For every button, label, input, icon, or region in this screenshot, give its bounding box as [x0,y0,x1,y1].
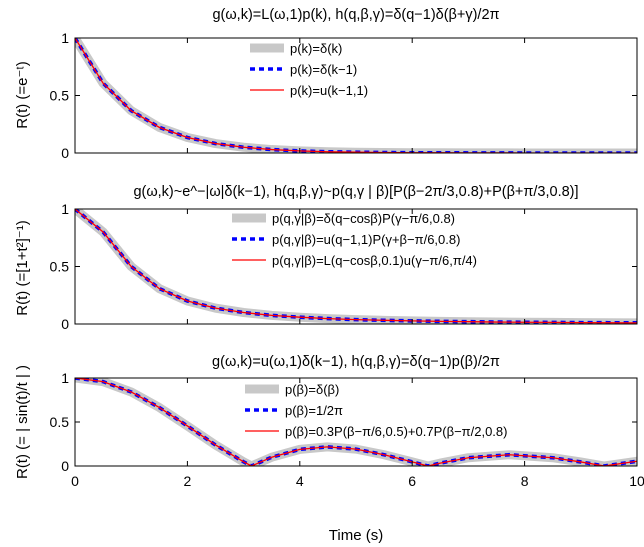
panel-3: g(ω,k)=u(ω,1)δ(k−1), h(q,β,γ)=δ(q−1)p(β)… [14,354,644,544]
panel-2-title: g(ω,k)~e^−|ω|δ(k−1), h(q,β,γ)~p(q,γ | β)… [133,184,578,200]
y-tick-label: 0 [61,458,69,474]
y-tick-label: 1 [61,201,69,217]
legend-label-3: p(k)=u(k−1,1) [290,83,368,98]
panel-3-legend: p(β)=δ(β) p(β)=1/2π p(β)=0.3P(β−π/6,0.5)+0… [245,382,507,439]
x-tick-label: 8 [521,473,529,489]
x-axis-label: Time (s) [329,527,383,544]
panel-1-series [75,38,637,153]
panel-3-ylabel: R(t) (= | sin(t)/t | ) [14,365,31,479]
y-tick-label: 0 [61,145,69,161]
series-line-1 [75,378,637,466]
y-tick-label: 1 [61,30,69,46]
x-tick-label: 10 [629,473,644,489]
legend-label-2: p(q,γ|β)=u(q−1,1)P(γ+β−π/6,0.8) [272,232,460,247]
y-tick-label: 0.5 [50,414,70,430]
series-line-3 [75,378,637,466]
series-line-3 [75,209,637,324]
legend-label-1: p(β)=δ(β) [285,382,339,397]
panel-3-ticks: 00.510 2 4 6 8 10 [50,370,644,489]
legend-label-2: p(k)=δ(k−1) [290,62,357,77]
panel-3-title: g(ω,k)=u(ω,1)δ(k−1), h(q,β,γ)=δ(q−1)p(β)… [212,354,500,370]
panel-2-series [75,209,637,324]
y-tick-label: 1 [61,370,69,386]
x-tick-label: 4 [296,473,304,489]
panel-2-ticks: 00.51 [50,201,638,332]
panel-2-ylabel: R(t) (=[1+t²]⁻¹) [14,220,31,315]
series-line-3 [75,38,637,153]
y-tick-label: 0.5 [50,259,70,275]
panel-1: g(ω,k)=L(ω,1)p(k), h(q,β,γ)=δ(q−1)δ(β+γ)… [14,7,638,161]
legend-label-1: p(q,γ|β)=δ(q−cosβ)P(γ−π/6,0.8) [272,211,455,226]
panel-1-ticks: 00.51 [50,30,638,161]
legend-label-3: p(β)=0.3P(β−π/6,0.5)+0.7P(β−π/2,0.8) [285,424,507,439]
y-tick-label: 0 [61,316,69,332]
panel-3-series [75,378,637,466]
x-tick-label: 0 [71,473,79,489]
x-tick-label: 6 [408,473,416,489]
panel-2: g(ω,k)~e^−|ω|δ(k−1), h(q,β,γ)~p(q,γ | β)… [14,184,638,332]
legend-label-1: p(k)=δ(k) [290,41,342,56]
x-tick-label: 2 [184,473,192,489]
panel-2-legend: p(q,γ|β)=δ(q−cosβ)P(γ−π/6,0.8) p(q,γ|β)=u… [232,211,477,268]
panel-1-legend: p(k)=δ(k) p(k)=δ(k−1) p(k)=u(k−1,1) [250,41,368,98]
legend-label-3: p(q,γ|β)=L(q−cosβ,0.1)u(γ−π/6,π/4) [272,253,477,268]
panel-1-ylabel: R(t) (=e⁻ᵗ) [14,61,31,128]
y-tick-label: 0.5 [50,88,70,104]
legend-label-2: p(β)=1/2π [285,403,343,418]
panel-1-title: g(ω,k)=L(ω,1)p(k), h(q,β,γ)=δ(q−1)δ(β+γ)… [212,7,499,23]
